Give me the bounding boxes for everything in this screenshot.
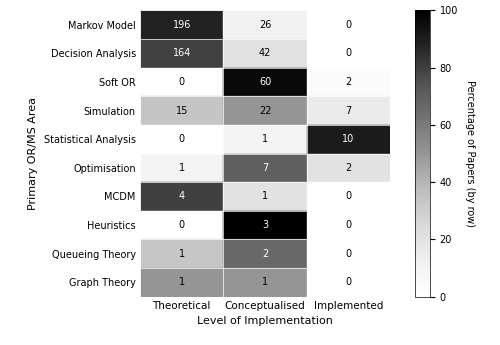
Text: 0: 0 <box>346 191 352 201</box>
Text: 0: 0 <box>346 249 352 259</box>
Bar <box>306 39 390 68</box>
Text: 26: 26 <box>259 20 271 30</box>
Text: 1: 1 <box>178 249 184 259</box>
Text: 3: 3 <box>262 220 268 230</box>
Text: 15: 15 <box>176 106 188 116</box>
Bar <box>306 154 390 182</box>
Bar <box>306 211 390 239</box>
Text: 164: 164 <box>172 48 191 58</box>
Text: 1: 1 <box>178 163 184 173</box>
Text: 0: 0 <box>346 277 352 287</box>
Bar <box>140 182 224 211</box>
Bar <box>224 39 306 68</box>
Bar <box>140 39 224 68</box>
Bar <box>140 154 224 182</box>
Bar <box>306 68 390 96</box>
Bar <box>306 10 390 39</box>
Text: 2: 2 <box>345 163 352 173</box>
Text: 0: 0 <box>178 134 184 144</box>
Text: 196: 196 <box>172 20 191 30</box>
Text: 0: 0 <box>178 220 184 230</box>
Bar <box>306 239 390 268</box>
Text: 7: 7 <box>345 106 352 116</box>
Bar <box>140 96 224 125</box>
Bar <box>306 268 390 297</box>
Bar <box>224 239 306 268</box>
Bar <box>306 96 390 125</box>
Text: 0: 0 <box>346 48 352 58</box>
Bar <box>224 125 306 154</box>
Bar <box>140 125 224 154</box>
Text: 1: 1 <box>262 191 268 201</box>
Text: 42: 42 <box>259 48 271 58</box>
Text: 4: 4 <box>178 191 184 201</box>
Bar <box>140 211 224 239</box>
Bar <box>224 268 306 297</box>
Text: 10: 10 <box>342 134 354 144</box>
Bar <box>140 268 224 297</box>
Text: 1: 1 <box>262 277 268 287</box>
Bar <box>306 125 390 154</box>
Bar <box>140 68 224 96</box>
Bar <box>224 154 306 182</box>
Bar <box>224 182 306 211</box>
Text: 0: 0 <box>346 220 352 230</box>
Text: 60: 60 <box>259 77 271 87</box>
Bar <box>224 68 306 96</box>
Text: 22: 22 <box>259 106 271 116</box>
Bar <box>140 10 224 39</box>
Text: 0: 0 <box>346 20 352 30</box>
X-axis label: Level of Implementation: Level of Implementation <box>197 316 333 326</box>
Bar <box>224 10 306 39</box>
Text: 7: 7 <box>262 163 268 173</box>
Bar <box>306 182 390 211</box>
Bar <box>224 211 306 239</box>
Text: 0: 0 <box>178 77 184 87</box>
Bar <box>140 239 224 268</box>
Y-axis label: Percentage of Papers (by row): Percentage of Papers (by row) <box>465 80 475 227</box>
Text: 1: 1 <box>262 134 268 144</box>
Text: 2: 2 <box>262 249 268 259</box>
Text: 1: 1 <box>178 277 184 287</box>
Text: 2: 2 <box>345 77 352 87</box>
Y-axis label: Primary OR/MS Area: Primary OR/MS Area <box>28 97 38 210</box>
Bar <box>224 96 306 125</box>
